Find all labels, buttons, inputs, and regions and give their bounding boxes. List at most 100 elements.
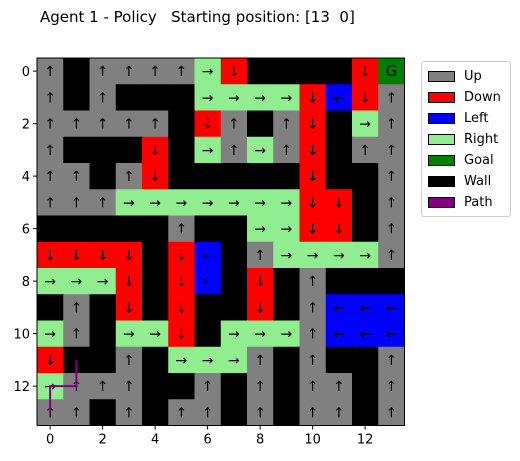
grid-cell: [37, 58, 64, 85]
y-tick-label: 6: [22, 223, 30, 238]
grid-cell: [168, 399, 195, 426]
policy-arrow: ↑: [386, 143, 398, 159]
policy-arrow: ↑: [254, 248, 266, 264]
policy-arrow: →: [254, 195, 266, 211]
grid-cell: [299, 58, 327, 85]
policy-arrow: ↑: [44, 195, 56, 211]
goal-label: G: [386, 62, 398, 80]
policy-arrow: ←: [333, 300, 345, 316]
x-tick-label: 10: [304, 433, 321, 448]
grid-cell: [142, 294, 169, 321]
grid-cell: [168, 241, 195, 269]
grid-cell: [142, 58, 169, 85]
policy-arrow: →: [281, 222, 293, 238]
policy-arrow: ↑: [97, 64, 109, 80]
policy-arrow: →: [202, 90, 214, 106]
grid-cell: [273, 215, 300, 243]
grid-cell: [378, 84, 405, 111]
grid-cell: [299, 163, 327, 190]
policy-arrow: ↑: [123, 379, 135, 395]
grid-cell: [89, 373, 117, 400]
chart-title: Agent 1 - Policy Starting position: [13 …: [40, 8, 355, 26]
grid-cell: [142, 215, 169, 243]
policy-arrow: →: [202, 143, 214, 159]
policy-arrow: ↑: [44, 169, 56, 185]
policy-arrow: →: [307, 248, 319, 264]
policy-arrow: ←: [359, 300, 371, 316]
legend-label: Path: [464, 194, 493, 210]
policy-arrow: ↑: [71, 327, 83, 343]
grid-cell: [37, 320, 64, 348]
legend-label: Up: [464, 68, 482, 84]
policy-arrow: →: [71, 274, 83, 290]
grid-cell: [325, 373, 353, 400]
grid-cell: [194, 399, 222, 426]
policy-arrow: ↑: [228, 117, 240, 133]
policy-arrow: ↓: [307, 90, 319, 106]
grid-cell: [378, 136, 405, 164]
policy-arrow: ↑: [97, 379, 109, 395]
grid-cell: [378, 268, 405, 295]
policy-arrow: →: [281, 327, 293, 343]
grid-cell: [37, 136, 64, 164]
policy-arrow: ↑: [254, 405, 266, 421]
policy-arrow: ↑: [281, 143, 293, 159]
grid-cell: [247, 320, 274, 348]
grid-cell: [63, 215, 90, 243]
policy-arrow: ↓: [333, 195, 345, 211]
plot-frame: [36, 57, 405, 426]
policy-arrow: ↑: [176, 64, 188, 80]
grid-cell: [63, 399, 90, 426]
grid-cell: [352, 189, 379, 216]
policy-arrow: →: [254, 222, 266, 238]
grid-cell: [247, 58, 274, 85]
grid-cell: [352, 373, 379, 400]
grid-cell: [142, 346, 169, 374]
policy-arrow: ↓: [149, 143, 161, 159]
x-tick-label: 8: [256, 433, 264, 448]
grid-cell: [89, 215, 117, 243]
grid-cell: [142, 110, 169, 138]
grid-cell: [115, 136, 143, 164]
grid-cell: [168, 136, 195, 164]
grid-cell: [220, 373, 248, 400]
policy-arrow: ↑: [386, 195, 398, 211]
policy-arrow: ↑: [386, 379, 398, 395]
policy-arrow: ↑: [386, 222, 398, 238]
grid-cell: [247, 215, 274, 243]
policy-arrow: ↑: [202, 379, 214, 395]
grid-cell: [220, 189, 248, 216]
policy-arrow: ↑: [386, 405, 398, 421]
grid-cell: [352, 346, 379, 374]
y-tick-label: 4: [22, 170, 30, 185]
legend-swatch: [428, 196, 455, 208]
grid-cell: [63, 58, 90, 85]
grid-cell: [89, 399, 117, 426]
grid-cell: [273, 320, 300, 348]
grid-cell: [247, 189, 274, 216]
policy-arrow: →: [281, 248, 293, 264]
policy-arrow: ↑: [307, 353, 319, 369]
grid-cell: [168, 215, 195, 243]
x-tick-label: 2: [98, 433, 106, 448]
grid-cell: [142, 373, 169, 400]
policy-arrow: ↓: [359, 64, 371, 80]
grid-cell: [352, 268, 379, 295]
policy-arrow: ↑: [71, 405, 83, 421]
grid-cell: [378, 294, 405, 321]
policy-arrow: ↓: [228, 64, 240, 80]
grid-cell: [352, 215, 379, 243]
policy-arrow: ↑: [123, 353, 135, 369]
policy-arrow: ↓: [44, 353, 56, 369]
grid-cell: [273, 110, 300, 138]
grid-cell: [325, 58, 353, 85]
grid-cell: [168, 294, 195, 321]
grid-cell: [378, 399, 405, 426]
grid-cell: [325, 163, 353, 190]
grid-cell: [220, 163, 248, 190]
x-tick-label: 6: [203, 433, 211, 448]
grid-cell: [299, 294, 327, 321]
legend-swatch: [428, 91, 455, 103]
grid-cell: [37, 241, 64, 269]
